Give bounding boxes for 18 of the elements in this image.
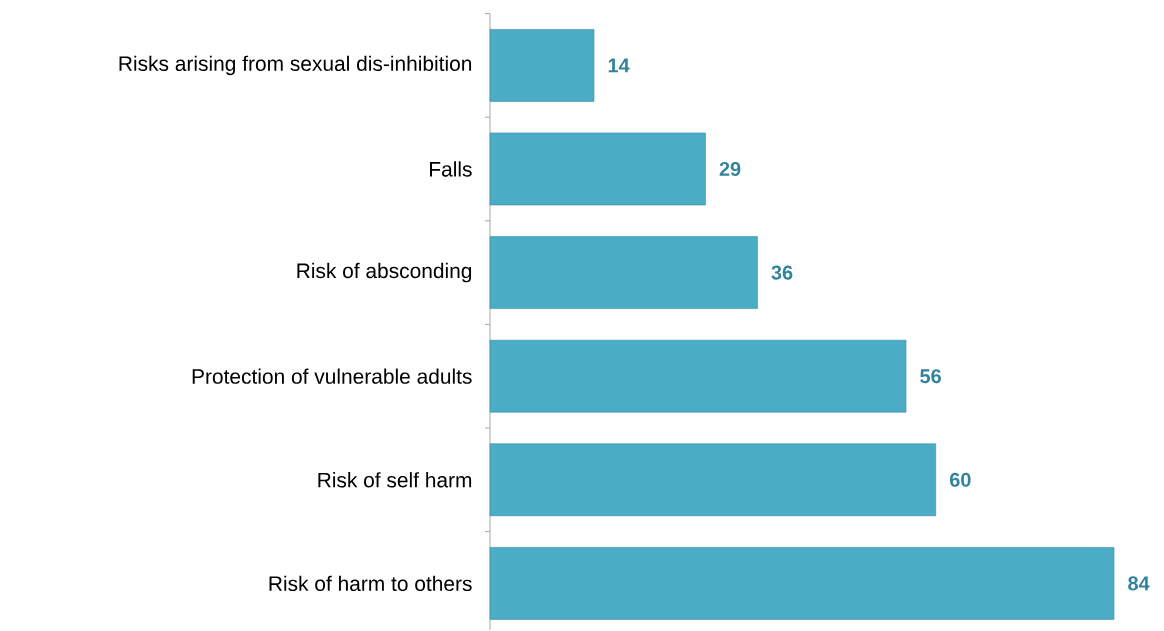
y-tick-label: Risk of absconding — [297, 262, 472, 283]
bar — [489, 132, 706, 206]
y-tick-label: Risk of self harm — [318, 472, 472, 488]
bar — [489, 29, 595, 102]
y-tick-label: Risks arising from sexual dis-inhibition — [119, 55, 472, 76]
data-label: 29 — [719, 161, 741, 177]
bar — [489, 339, 907, 413]
bar — [489, 547, 1115, 620]
bar — [489, 443, 937, 517]
data-label: 60 — [949, 472, 971, 487]
data-label: 84 — [1128, 576, 1150, 591]
y-tick-label: Falls — [430, 161, 472, 177]
y-tick-label: Protection of vulnerable adults — [192, 368, 472, 384]
bar — [489, 236, 758, 309]
data-label: 36 — [771, 265, 793, 280]
data-label: 14 — [608, 58, 630, 73]
y-tick-label: Risk of harm to others — [269, 575, 472, 592]
data-label: 56 — [920, 369, 941, 384]
